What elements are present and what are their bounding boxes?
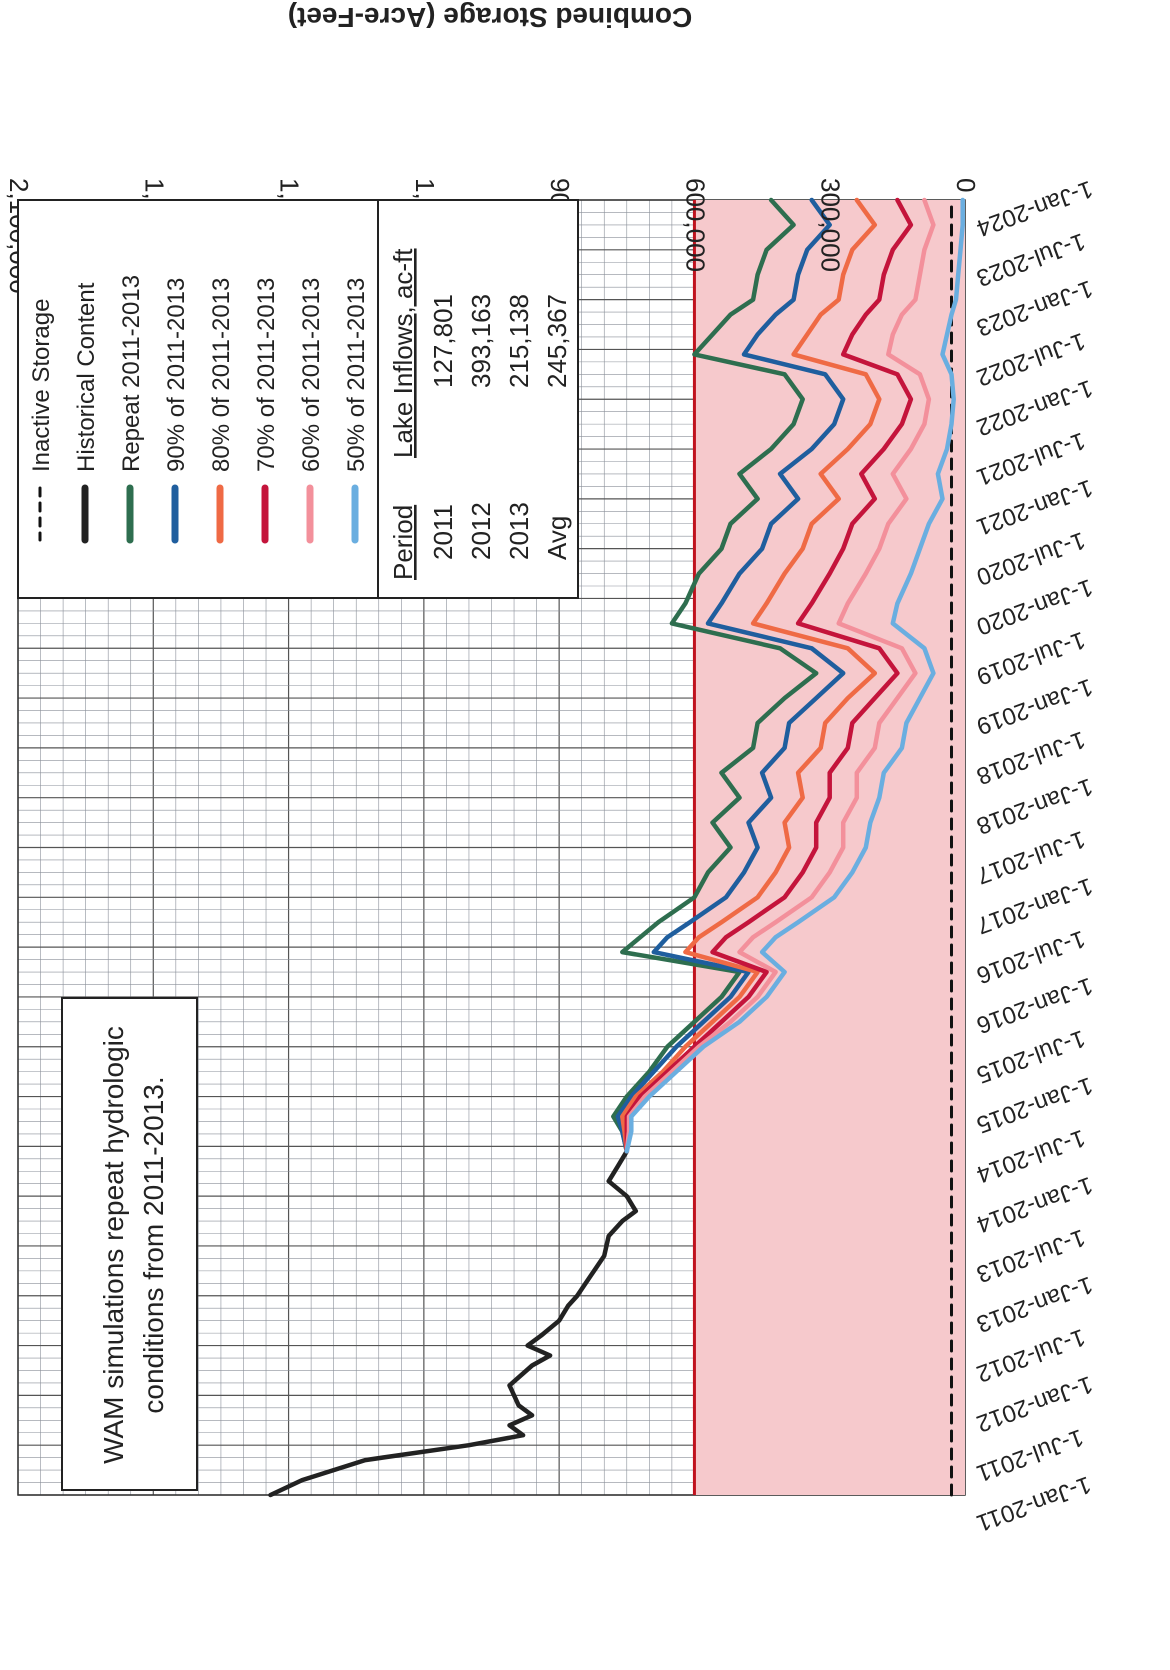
legend-box (17, 199, 579, 599)
annotation-line: conditions from 2011-2013. (138, 1076, 169, 1413)
annotation-box (61, 997, 198, 1491)
series-line-5 (624, 197, 914, 1154)
table-inflow: 393,163 (466, 294, 496, 388)
y-tick-label: 300,000 (816, 178, 846, 272)
series-line-2 (611, 197, 819, 1154)
series-line-6 (624, 197, 936, 1154)
legend-label: Inactive Storage (28, 299, 55, 472)
legend-label: 70% of 2011-2013 (253, 278, 280, 472)
y-tick-label: 0 (951, 178, 981, 192)
legend-label: 60% of 2011-2013 (298, 278, 325, 472)
table-inflow: 127,801 (428, 294, 458, 388)
legend-label: 80% 0f 2011-2013 (208, 278, 235, 472)
legend-label: Repeat 2011-2013 (118, 275, 145, 472)
table-inflow: 215,138 (504, 294, 534, 388)
table-period: 2012 (466, 502, 496, 560)
legend-label: 90% of 2011-2013 (163, 278, 190, 472)
table-period: Avg (542, 516, 572, 560)
table-header: Lake Inflows, ac-ft (388, 248, 418, 458)
table-period: 2013 (504, 502, 534, 560)
legend-label: Historical Content (73, 282, 100, 472)
series-line-7 (624, 197, 965, 1154)
y-tick-label: 600,000 (680, 178, 710, 272)
table-period: 2011 (428, 504, 458, 560)
series-line-3 (615, 197, 846, 1154)
table-inflow: 245,367 (542, 294, 572, 388)
series-line-4 (620, 197, 882, 1154)
series-line-1 (268, 1149, 639, 1498)
legend-label: 50% of 2011-2013 (343, 278, 370, 472)
shaded-band (694, 200, 965, 1495)
annotation-line: WAM simulations repeat hydrologic (98, 1026, 129, 1464)
y-axis-label: Combined Storage (Acre-Feet) (288, 2, 693, 33)
table-header: Period (388, 505, 418, 580)
